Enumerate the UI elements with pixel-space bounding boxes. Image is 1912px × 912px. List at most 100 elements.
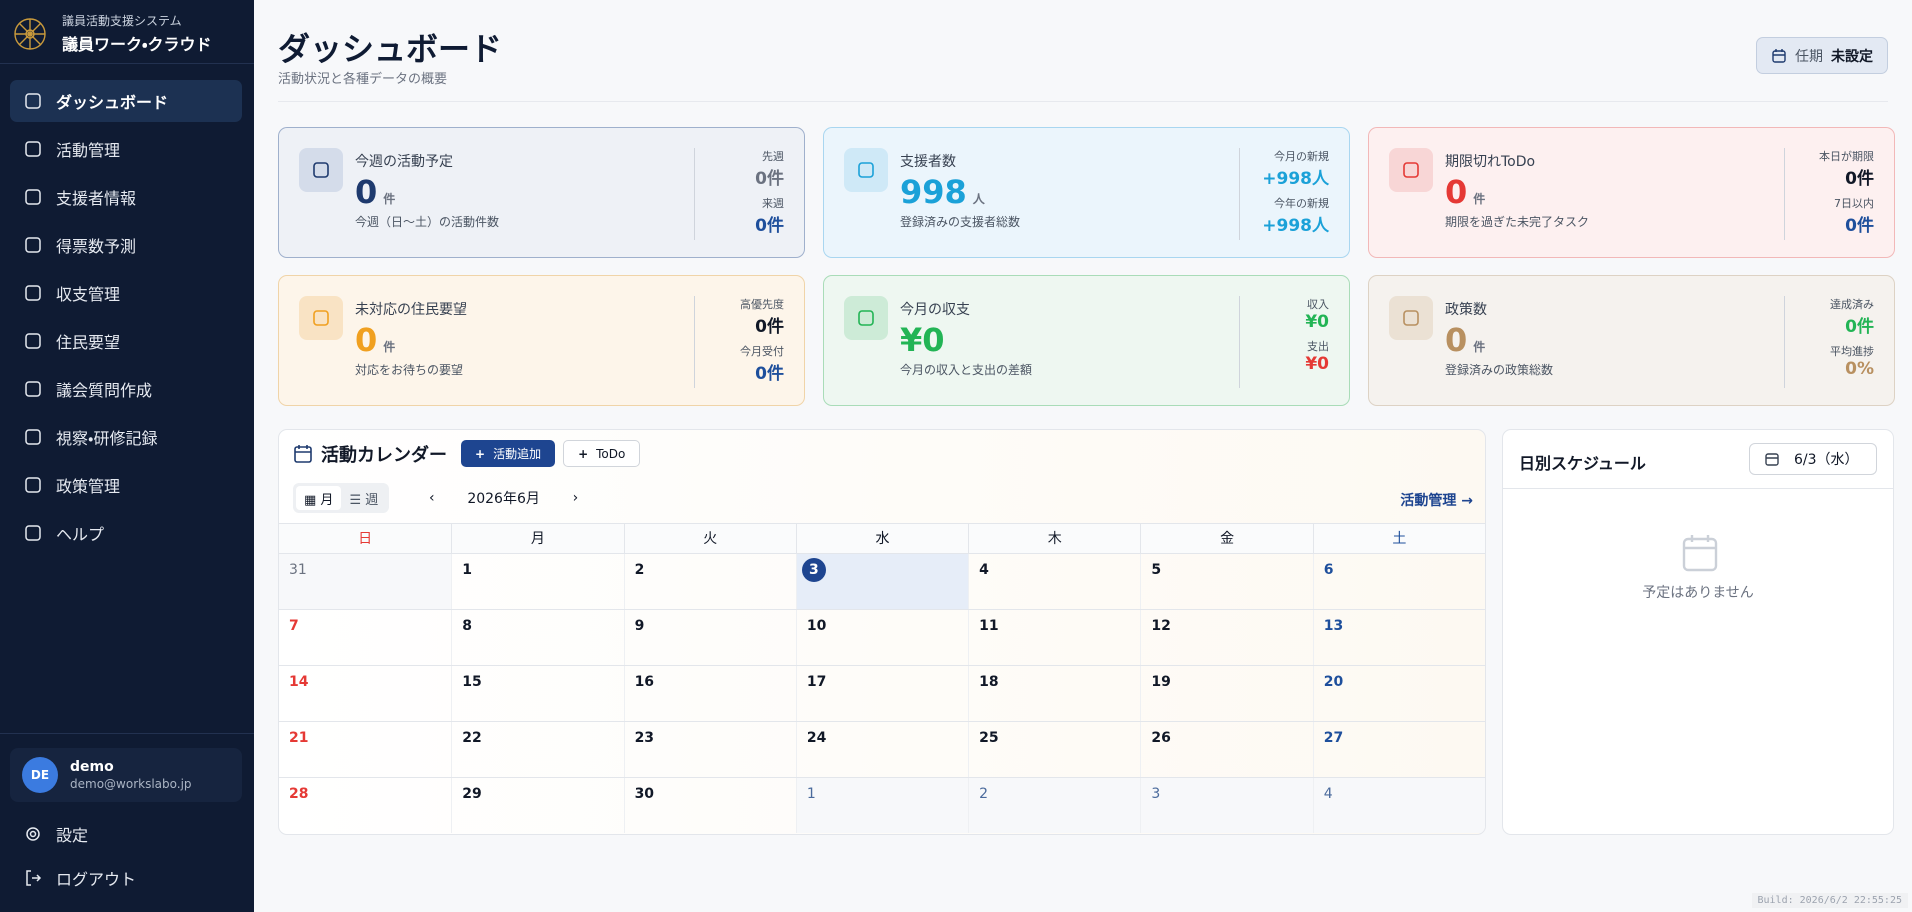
calendar-day[interactable]: 3	[1140, 778, 1313, 833]
nav-item[interactable]: 得票数予測	[10, 224, 242, 266]
weekday: 木	[968, 524, 1140, 554]
nav-item[interactable]: ダッシュボード	[10, 80, 242, 122]
calendar-day[interactable]: 8	[451, 610, 623, 665]
weekday: 日	[358, 531, 373, 547]
calendar-day[interactable]: 13	[1312, 610, 1485, 665]
term-value: 未設定	[1831, 48, 1873, 65]
calendar-day[interactable]: 9	[623, 610, 796, 665]
month-label: 2026年6月	[467, 491, 540, 507]
calendar-day[interactable]: 25	[968, 722, 1140, 777]
calendar-day[interactable]: 20	[1312, 666, 1485, 721]
weekday: 火	[623, 524, 796, 554]
calendar-day[interactable]: 22	[451, 722, 623, 777]
schedule-panel: 日別スケジュール 6/3（水） 予定はありません	[1502, 429, 1894, 835]
next-month[interactable]: ›	[572, 490, 579, 506]
calendar-day[interactable]: 24	[795, 722, 968, 777]
stat-value: 0件	[755, 364, 784, 384]
calendar-day[interactable]: 10	[795, 610, 968, 665]
card-stats: 収入 ¥0 支出 ¥0	[1239, 296, 1329, 388]
calendar-day[interactable]: 15	[451, 666, 623, 721]
calendar-day[interactable]: 18	[968, 666, 1140, 721]
stat-label: 達成済み	[1830, 298, 1874, 311]
nav-label: 収支管理	[56, 285, 121, 304]
calendar-day[interactable]: 21	[279, 722, 451, 777]
card-stats: 本日が期限 0件 7日以内 0件	[1784, 148, 1874, 240]
stat-value: ¥0	[1305, 312, 1329, 332]
calendar-day[interactable]: 1	[795, 778, 969, 833]
view-toggle: ▦ 月 ☰ 週	[293, 483, 390, 513]
card-value: 0	[355, 321, 378, 359]
calendar-day[interactable]: 6	[1312, 554, 1485, 609]
calendar-day[interactable]: 29	[451, 778, 623, 833]
schedule-title: 日別スケジュール	[1519, 454, 1646, 473]
divider	[278, 101, 1888, 102]
stat-label: 本日が期限	[1819, 150, 1874, 163]
stat-label: 先週	[762, 150, 784, 163]
calendar-day[interactable]: 19	[1140, 666, 1312, 721]
stat-label: 7日以内	[1834, 197, 1874, 210]
card-stats: 高優先度 0件 今月受付 0件	[694, 296, 784, 388]
calendar-day[interactable]: 26	[1140, 722, 1312, 777]
nav-item[interactable]: 視察・研修記録	[10, 416, 242, 458]
nav-item[interactable]: 議会質問作成	[10, 368, 242, 410]
user-card[interactable]: DE demo demo@workslabo.jp	[10, 748, 242, 802]
nav-item[interactable]: 政策管理	[10, 464, 242, 506]
calendar-day[interactable]: 27	[1312, 722, 1485, 777]
add-todo-button[interactable]: + ToDo	[563, 440, 641, 467]
calendar-day[interactable]: 11	[968, 610, 1140, 665]
nav-item[interactable]: ヘルプ	[10, 512, 242, 554]
app-name: 議員ワーク・クラウド	[62, 35, 212, 54]
card-body: 支援者数 998 人登録済みの支援者総数	[900, 148, 1239, 257]
day-number: 8	[462, 618, 473, 634]
day-number: 15	[462, 674, 482, 690]
card-desc: 対応をお待ちの要望	[355, 363, 464, 377]
calendar-day[interactable]: 23	[623, 722, 796, 777]
activity-link[interactable]: 活動管理 →	[1400, 493, 1473, 509]
calendar-panel: 活動カレンダー + 活動追加 + ToDo ▦ 月 ☰ 週 ‹ 2026年6月 › …	[278, 429, 1486, 835]
card-desc: 期限を過ぎた未完了タスク	[1445, 215, 1590, 229]
prev-month[interactable]: ‹	[429, 490, 435, 506]
stat-value: +998人	[1262, 169, 1329, 189]
term-button[interactable]: 任期 未設定	[1756, 37, 1888, 74]
calendar-day[interactable]: 4	[968, 554, 1140, 609]
date-picker[interactable]: 6/3（水）	[1749, 443, 1877, 475]
nav-label: 政策管理	[56, 477, 121, 496]
settings-link[interactable]: 設定	[24, 822, 88, 846]
day-number: 28	[289, 786, 309, 802]
nav-item[interactable]: 支援者情報	[10, 176, 242, 218]
day-number: 6	[1323, 562, 1334, 578]
calendar-day[interactable]: 17	[795, 666, 968, 721]
calendar-day[interactable]: 2	[968, 778, 1141, 833]
calendar-day[interactable]: 7	[279, 610, 451, 665]
settings-label: 設定	[56, 826, 89, 845]
add-activity-button[interactable]: + 活動追加	[461, 440, 556, 467]
nav-item[interactable]: 住民要望	[10, 320, 242, 362]
calendar-day[interactable]: 4	[1312, 778, 1485, 833]
calendar-day[interactable]: 1	[451, 554, 623, 609]
calendar-day[interactable]: 12	[1140, 610, 1312, 665]
logout-link[interactable]: ログアウト	[24, 866, 136, 890]
calendar-day[interactable]: 28	[279, 778, 451, 833]
view-month[interactable]: ▦ 月	[296, 486, 342, 510]
card-desc: 登録済みの支援者総数	[900, 215, 1021, 229]
calendar-day[interactable]: 3	[795, 554, 969, 609]
stat-value: 0件	[755, 169, 784, 189]
calendar-day[interactable]: 16	[623, 666, 796, 721]
nav-item[interactable]: 収支管理	[10, 272, 242, 314]
calendar-day[interactable]: 31	[279, 554, 452, 609]
weekday-row: 日 月火水木金土	[279, 523, 1485, 554]
calendar-day[interactable]: 14	[279, 666, 451, 721]
calendar-day[interactable]: 30	[623, 778, 796, 833]
card-stats: 達成済み 0件 平均進捗 0%	[1784, 296, 1874, 388]
day-number: 22	[462, 730, 482, 746]
card-title: 支援者数	[900, 154, 956, 170]
calendar-day[interactable]: 5	[1140, 554, 1312, 609]
day-number: 16	[634, 674, 655, 690]
card-value-row: 998 人	[900, 173, 1239, 211]
nav-item[interactable]: 活動管理	[10, 128, 242, 170]
card-unit: 件	[383, 340, 396, 354]
week-row: 14 15 16 17 18 19 20	[279, 665, 1485, 721]
calendar-day[interactable]: 2	[623, 554, 796, 609]
view-week[interactable]: ☰ 週	[349, 493, 379, 508]
